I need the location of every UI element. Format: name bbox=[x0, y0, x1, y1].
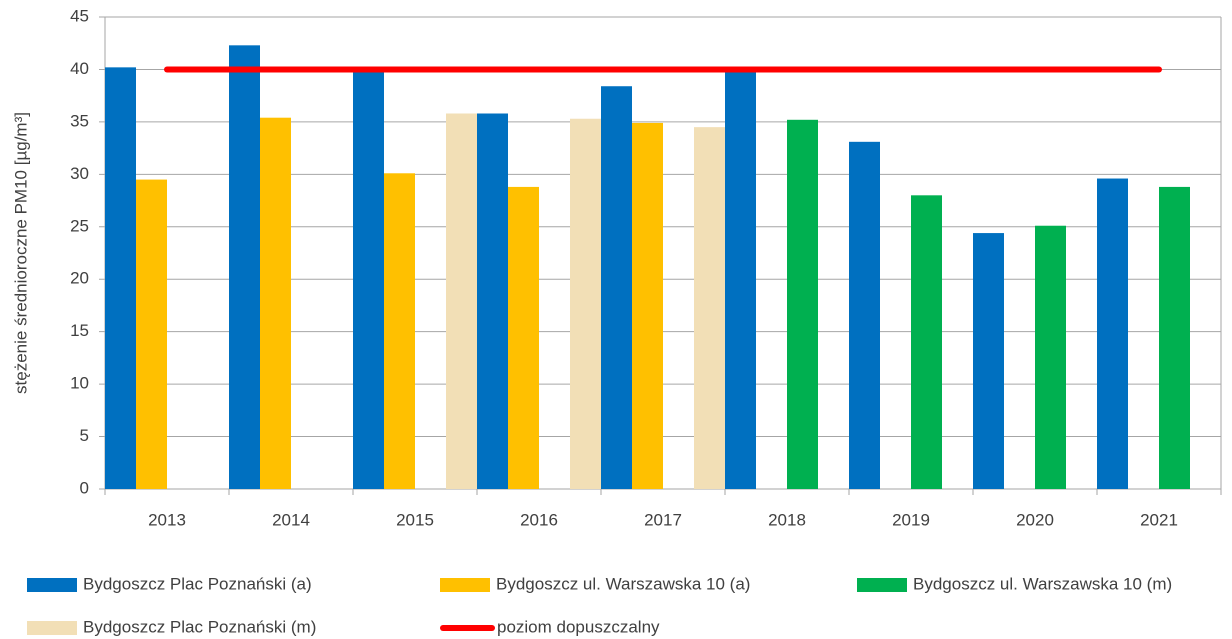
legend-swatch bbox=[857, 578, 907, 592]
bar bbox=[477, 113, 508, 490]
x-tick-label: 2018 bbox=[768, 510, 806, 529]
y-tick-label: 15 bbox=[70, 321, 89, 340]
x-tick-label: 2020 bbox=[1016, 510, 1054, 529]
y-tick-label: 0 bbox=[80, 478, 89, 497]
bar bbox=[725, 69, 756, 489]
legend-swatch bbox=[27, 621, 77, 635]
bar bbox=[973, 233, 1004, 489]
bar bbox=[446, 113, 477, 490]
x-tick-label: 2017 bbox=[644, 510, 682, 529]
bar bbox=[105, 67, 136, 489]
bar bbox=[1035, 225, 1066, 489]
x-tick-label: 2015 bbox=[396, 510, 434, 529]
x-tick-label: 2013 bbox=[148, 510, 186, 529]
bar bbox=[694, 127, 725, 489]
y-axis-label: stężenie średnioroczne PM10 [µg/m³] bbox=[11, 112, 30, 394]
bar bbox=[570, 118, 601, 490]
bar bbox=[136, 179, 167, 490]
x-tick-label: 2016 bbox=[520, 510, 558, 529]
legend-swatch bbox=[27, 578, 77, 592]
bar bbox=[508, 186, 539, 490]
legend-label: poziom dopuszczalny bbox=[497, 617, 660, 636]
y-tick-label: 5 bbox=[80, 426, 89, 445]
y-tick-label: 25 bbox=[70, 216, 89, 235]
x-tick-label: 2021 bbox=[1140, 510, 1178, 529]
bar bbox=[229, 45, 260, 489]
bar bbox=[1159, 186, 1190, 490]
legend-swatch bbox=[440, 578, 490, 592]
bar bbox=[384, 173, 415, 490]
x-tick-label: 2019 bbox=[892, 510, 930, 529]
bar bbox=[849, 141, 880, 489]
y-tick-label: 30 bbox=[70, 164, 89, 183]
y-tick-label: 45 bbox=[70, 6, 89, 25]
bar bbox=[787, 119, 818, 490]
y-tick-label: 10 bbox=[70, 374, 89, 393]
y-tick-label: 40 bbox=[70, 59, 89, 78]
legend-label: Bydgoszcz Plac Poznański (m) bbox=[83, 617, 316, 636]
bar bbox=[632, 122, 663, 489]
legend-label: Bydgoszcz Plac Poznański (a) bbox=[83, 574, 312, 593]
bar bbox=[911, 195, 942, 490]
y-tick-label: 20 bbox=[70, 269, 89, 288]
bar bbox=[353, 70, 384, 489]
bar bbox=[260, 117, 291, 490]
y-tick-label: 35 bbox=[70, 111, 89, 130]
bar bbox=[1097, 178, 1128, 490]
bar bbox=[601, 86, 632, 489]
legend-label: Bydgoszcz ul. Warszawska 10 (a) bbox=[496, 574, 750, 593]
x-tick-label: 2014 bbox=[272, 510, 310, 529]
legend-label: Bydgoszcz ul. Warszawska 10 (m) bbox=[913, 574, 1172, 593]
